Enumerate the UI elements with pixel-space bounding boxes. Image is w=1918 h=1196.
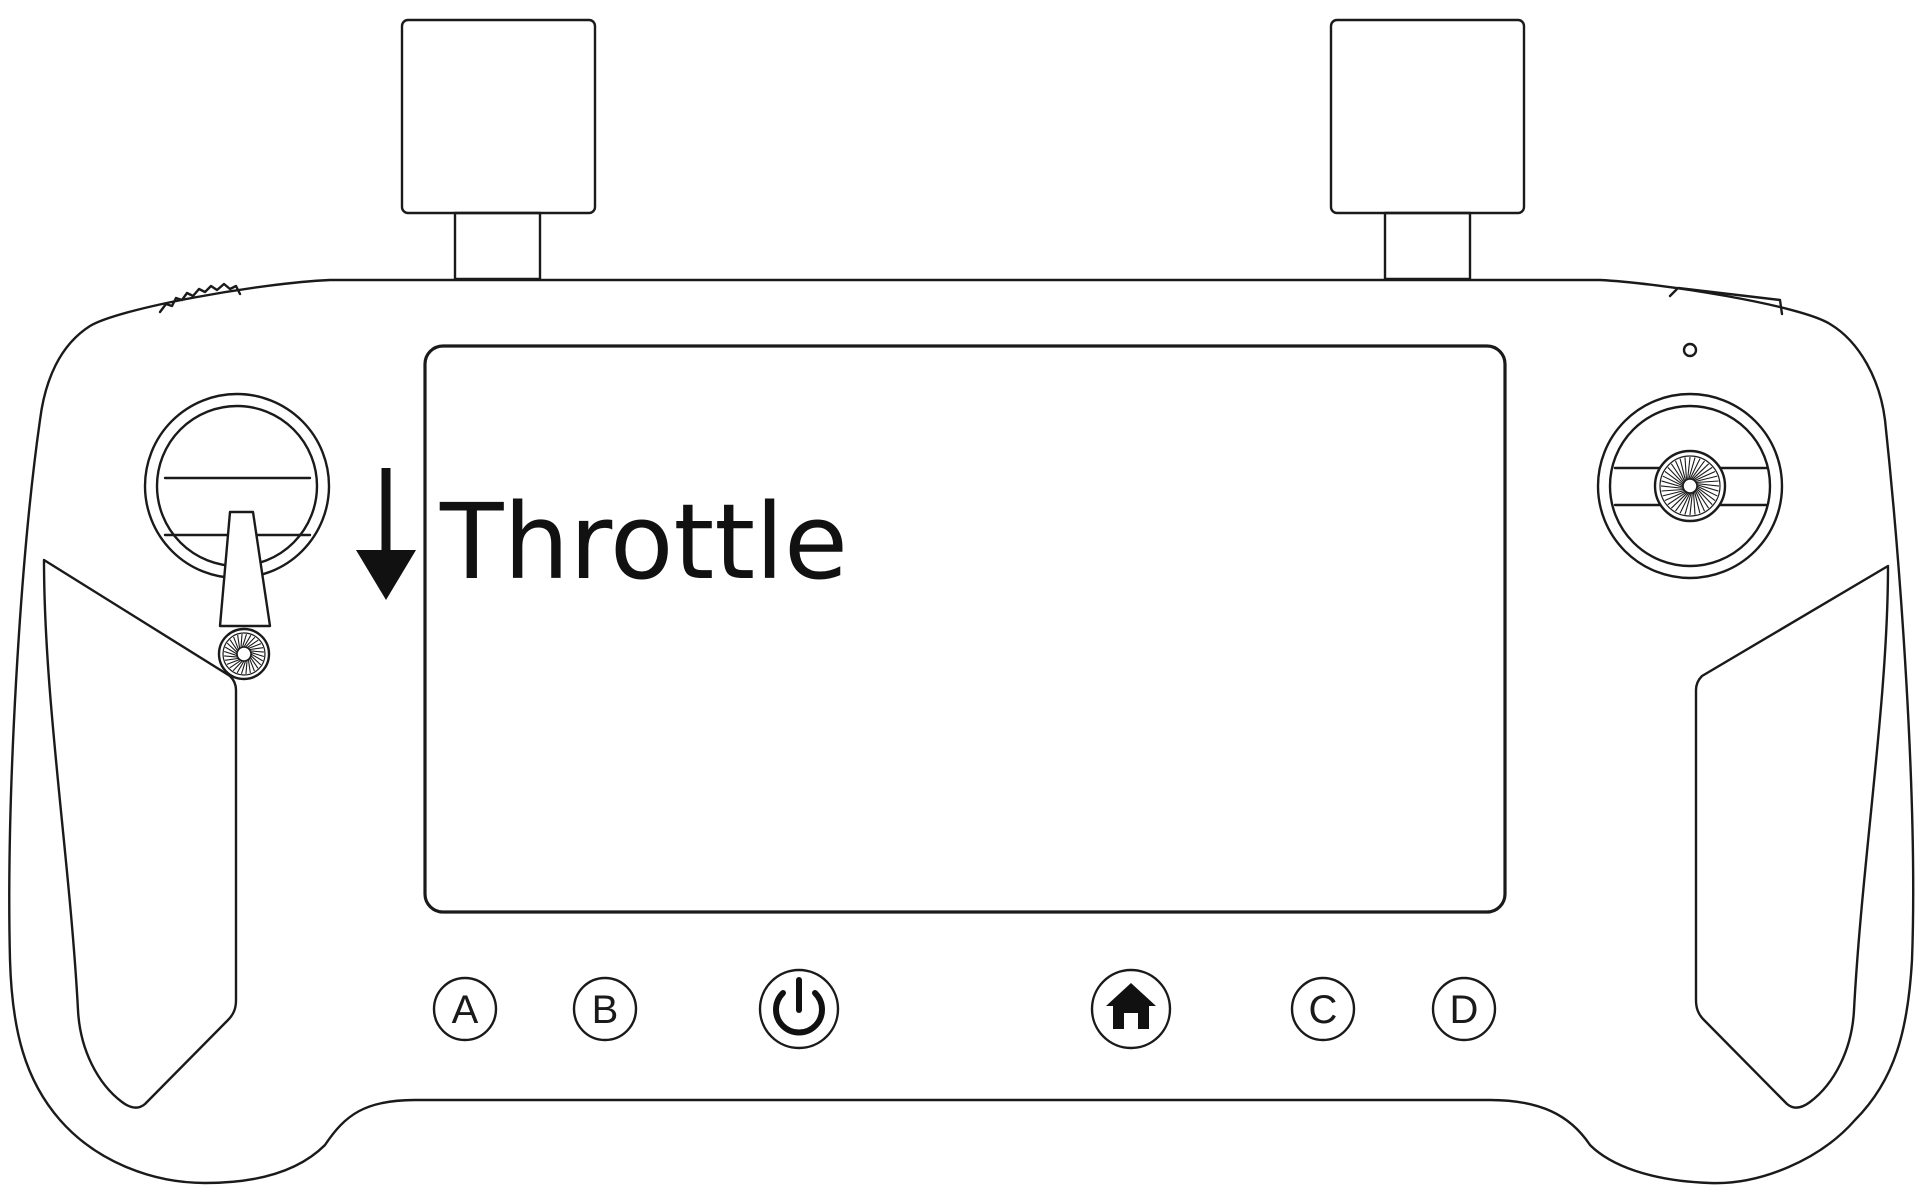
throttle-label: Throttle (439, 481, 848, 603)
button-a[interactable]: A (432, 976, 498, 1042)
cap-knurl-line (226, 642, 238, 653)
cap-knurl-line (1693, 491, 1701, 514)
cap-knurl-line (1694, 490, 1705, 512)
cap-knurl-line (1664, 490, 1686, 501)
left-antenna (400, 18, 597, 281)
cap-knurl-line (1684, 492, 1692, 515)
right-joystick[interactable] (1596, 392, 1784, 580)
cap-knurl-line (1687, 456, 1691, 480)
right-stick-cap (1653, 449, 1727, 523)
cap-knurl-line (247, 659, 251, 674)
cap-knurl-line (1695, 475, 1718, 483)
controller-body (8, 278, 1915, 1185)
cap-knurl-line (237, 634, 241, 649)
cap-knurl-line (1679, 458, 1687, 481)
cap-knurl-line (229, 659, 242, 669)
button-d[interactable]: D (1431, 976, 1497, 1042)
throttle-down-arrow (356, 468, 416, 600)
cap-knurl-line (1696, 484, 1719, 492)
cap-knurl-line (224, 646, 238, 655)
cap-knurl-line (224, 657, 239, 661)
button-b-label: B (592, 988, 619, 1032)
power-button[interactable] (758, 968, 840, 1050)
cap-knurl-line (1690, 460, 1705, 480)
left-stick-cap (217, 627, 271, 681)
cap-knurl-line (233, 636, 240, 650)
cap-knurl-line (1679, 492, 1691, 514)
cap-knurl-line (1664, 471, 1684, 486)
cap-knurl-line (226, 658, 240, 665)
cap-knurl-line (250, 651, 265, 658)
cap-knurl-line (243, 634, 252, 648)
cap-knurl-line (1670, 463, 1685, 483)
cap-knurl-line (1693, 466, 1713, 481)
button-c-label: C (1309, 988, 1338, 1032)
left-joystick[interactable] (143, 392, 331, 681)
cap-knurl-line (1692, 463, 1710, 480)
cap-knurl-line (223, 650, 238, 657)
cap-knurl-line (241, 633, 248, 648)
cap-knurl-line (240, 660, 247, 675)
cap-knurl-line (250, 650, 264, 653)
cap-knurl-line (240, 634, 243, 648)
cap-knurl-line (245, 636, 256, 648)
cap-knurl-line (1696, 488, 1713, 506)
cap-knurl-line (1662, 475, 1684, 487)
cap-knurl-line (1689, 458, 1701, 480)
cap-knurl-line (224, 655, 238, 658)
cap-knurl-line (1696, 480, 1719, 484)
right-antenna (1329, 18, 1526, 281)
cap-knurl-line (1675, 460, 1686, 482)
cap-knurl-line (1694, 471, 1716, 482)
cap-knurl-line (248, 658, 255, 672)
left-dial-wheel (158, 282, 242, 314)
home-icon (1106, 983, 1156, 1029)
cap-knurl-line (1695, 489, 1710, 509)
right-shoulder-button (1668, 286, 1784, 316)
cap-knurl-line (250, 653, 264, 662)
cap-knurl-line (1660, 485, 1684, 489)
cap-knurl-line (1670, 492, 1688, 509)
left-grip-panel (42, 558, 238, 1109)
power-icon (773, 977, 825, 1036)
cap-knurl-line (1692, 492, 1696, 515)
cap-knurl-line (1667, 466, 1684, 484)
cap-knurl-line (1675, 492, 1690, 512)
left-stick-shaft (218, 510, 272, 628)
cap-knurl-line (1667, 491, 1687, 506)
cap-knurl-line (1696, 485, 1718, 497)
button-d-label: D (1450, 988, 1479, 1032)
cap-knurl-line (249, 647, 264, 651)
cap-knurl-line (236, 660, 245, 674)
cap-knurl-line (1696, 486, 1716, 501)
cap-knurl-line (232, 660, 243, 672)
button-a-label: A (452, 988, 479, 1032)
cap-knurl-line (1684, 457, 1688, 480)
button-c[interactable]: C (1290, 976, 1356, 1042)
cap-knurl-line (246, 639, 259, 649)
right-grip-panel (1694, 564, 1890, 1109)
cap-knurl-line (248, 643, 262, 650)
button-b[interactable]: B (572, 976, 638, 1042)
cap-knurl-line (250, 655, 262, 666)
cap-knurl-line (1661, 480, 1684, 488)
status-led (1682, 342, 1698, 358)
cap-knurl-line (229, 639, 239, 652)
display-screen (423, 344, 1507, 914)
cap-knurl-line (1696, 483, 1720, 487)
cap-knurl-line (249, 656, 259, 669)
cap-knurl-line (245, 660, 248, 674)
cap-knurl-line (1662, 489, 1685, 497)
cap-knurl-line (1688, 457, 1696, 480)
home-button[interactable] (1090, 968, 1172, 1050)
cap-knurl-line (1661, 488, 1684, 492)
cap-knurl-line (1689, 492, 1693, 516)
